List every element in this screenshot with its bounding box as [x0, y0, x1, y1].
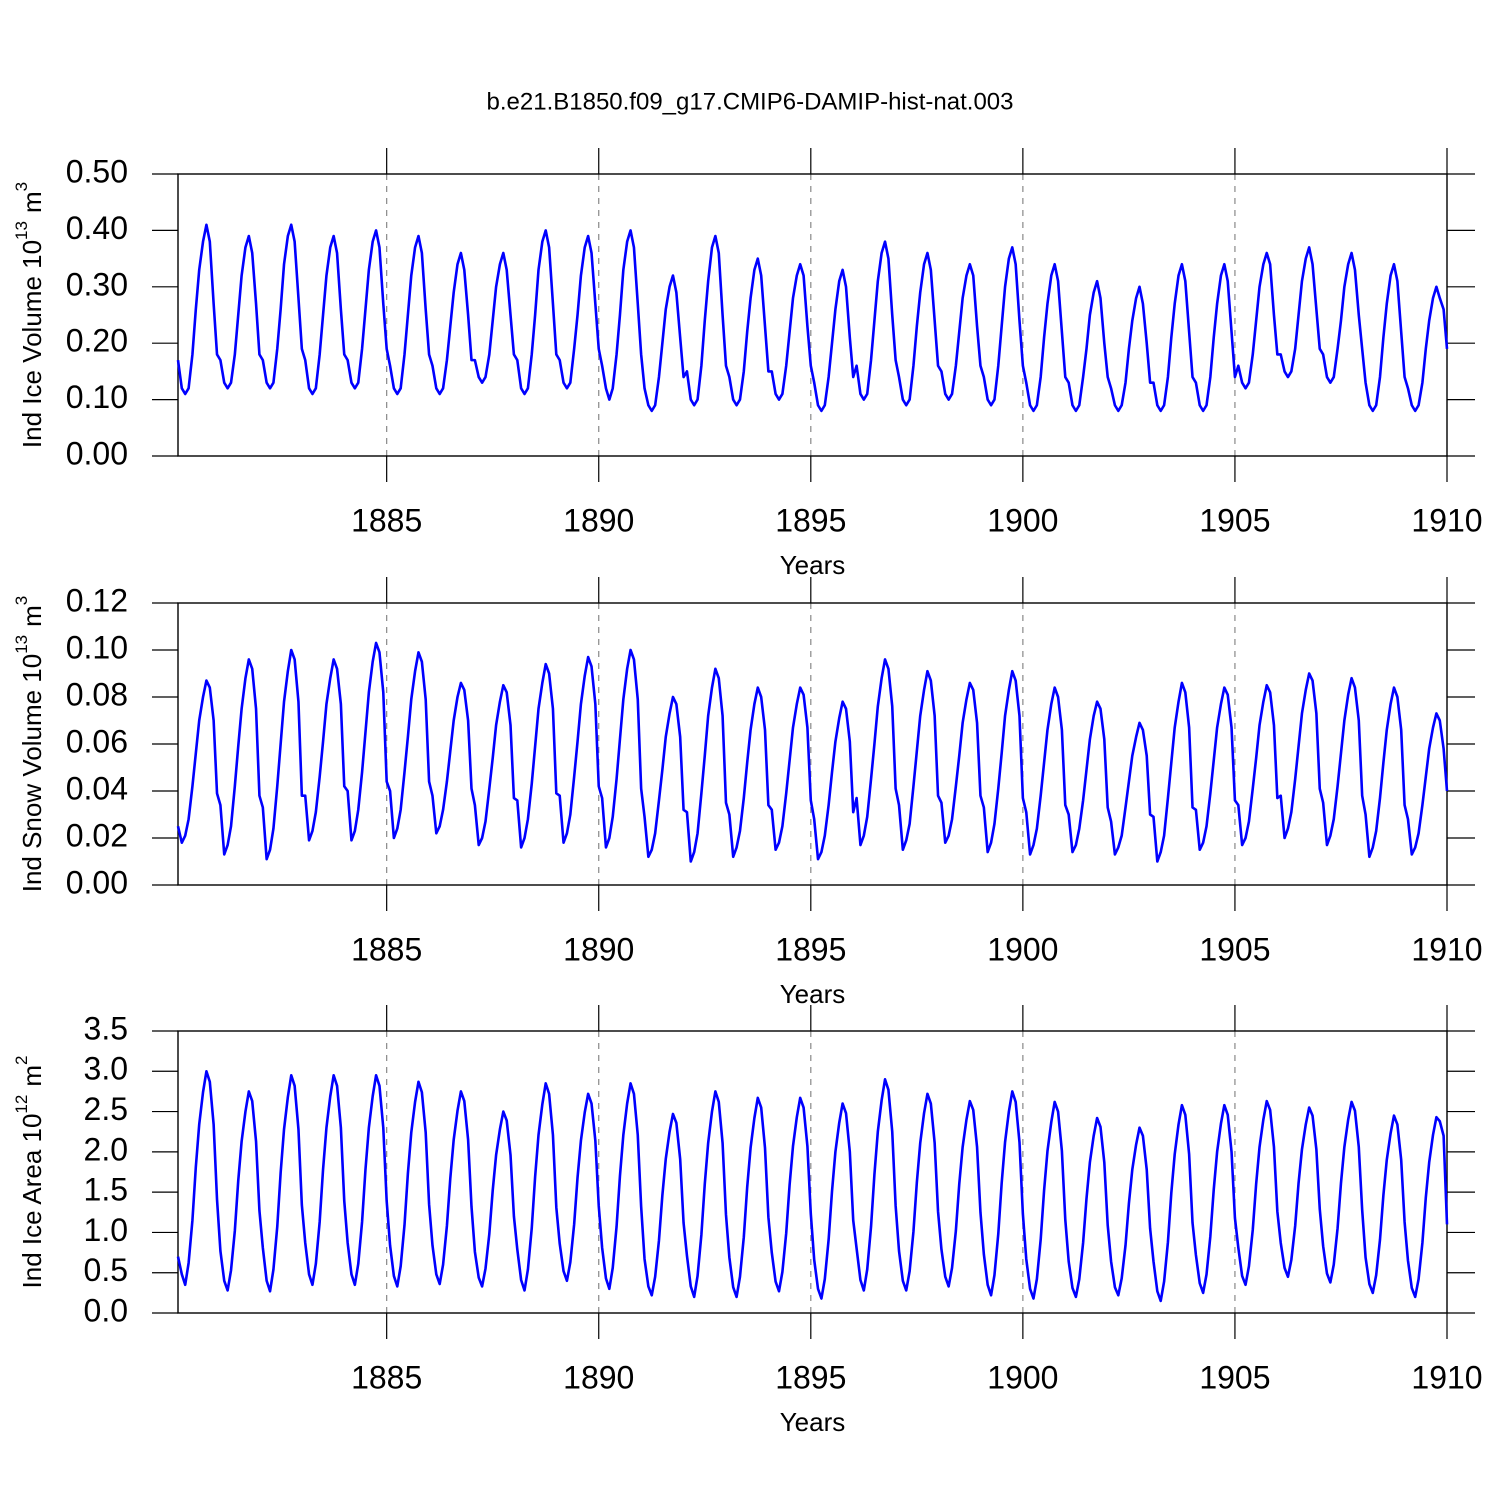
x-tick-label: 1895	[775, 931, 846, 967]
x-tick-label: 1895	[775, 502, 846, 538]
y-tick-label: 3.5	[84, 1010, 128, 1046]
x-tick-label: 1905	[1199, 931, 1270, 967]
y-axis-label-unit: m	[17, 191, 47, 213]
x-tick-label: 1900	[987, 931, 1058, 967]
y-tick-label: 0.02	[66, 817, 128, 853]
y-tick-label: 0.08	[66, 676, 128, 712]
data-line	[176, 641, 1449, 863]
x-tick-label: 1885	[351, 502, 422, 538]
x-tick-label: 1905	[1199, 502, 1270, 538]
y-axis-label-unit-exponent: 3	[12, 596, 31, 605]
y-axis-label: Ind Ice Area 1012 m2	[12, 1056, 46, 1289]
x-tick-label: 1905	[1199, 1359, 1270, 1395]
y-axis-label-text: Ind Snow Volume 10	[17, 654, 47, 893]
x-tick-label: 1910	[1411, 931, 1482, 967]
y-axis-label-unit-exponent: 3	[12, 182, 31, 191]
data-line	[176, 223, 1449, 413]
y-tick-label: 0.12	[66, 582, 128, 618]
y-tick-label: 0.0	[84, 1292, 128, 1328]
figure-title: b.e21.B1850.f09_g17.CMIP6-DAMIP-hist-nat…	[487, 88, 1014, 115]
y-axis-label-unit-exponent: 2	[12, 1056, 31, 1065]
y-tick-label: 0.5	[84, 1252, 128, 1288]
y-tick-label: 0.00	[66, 435, 128, 471]
x-axis-label: Years	[780, 550, 846, 580]
y-axis-label: Ind Ice Volume 1013 m3	[12, 182, 46, 448]
x-axis-label: Years	[780, 979, 846, 1009]
y-axis-label-exponent: 13	[12, 221, 31, 240]
y-tick-label: 2.5	[84, 1091, 128, 1127]
x-tick-label: 1885	[351, 931, 422, 967]
y-tick-label: 2.0	[84, 1131, 128, 1167]
y-tick-label: 0.06	[66, 723, 128, 759]
y-tick-label: 0.40	[66, 210, 128, 246]
y-axis-label-exponent: 12	[12, 1095, 31, 1114]
x-tick-label: 1885	[351, 1359, 422, 1395]
y-tick-label: 0.30	[66, 266, 128, 302]
x-tick-label: 1890	[563, 931, 634, 967]
y-tick-label: 0.10	[66, 379, 128, 415]
x-tick-label: 1895	[775, 1359, 846, 1395]
y-axis-label-text: Ind Ice Volume 10	[17, 240, 47, 448]
y-axis-label-unit: m	[17, 605, 47, 627]
x-tick-label: 1910	[1411, 1359, 1482, 1395]
y-axis-label-text: Ind Ice Area 10	[17, 1114, 47, 1289]
plot-frame	[177, 173, 1448, 457]
x-tick-label: 1890	[563, 502, 634, 538]
x-tick-label: 1900	[987, 502, 1058, 538]
y-tick-label: 0.20	[66, 323, 128, 359]
y-axis-label: Ind Snow Volume 1013 m3	[12, 596, 46, 893]
y-tick-label: 0.10	[66, 629, 128, 665]
plot-frame	[177, 1030, 1448, 1314]
y-tick-label: 1.0	[84, 1212, 128, 1248]
y-tick-label: 0.04	[66, 770, 128, 806]
plot-frame	[177, 602, 1448, 886]
y-tick-label: 1.5	[84, 1172, 128, 1208]
x-tick-label: 1910	[1411, 502, 1482, 538]
y-tick-label: 0.00	[66, 864, 128, 900]
x-tick-label: 1900	[987, 1359, 1058, 1395]
y-axis-label-exponent: 13	[12, 635, 31, 654]
y-axis-label-unit: m	[17, 1065, 47, 1087]
data-line	[176, 1069, 1449, 1303]
y-tick-label: 0.50	[66, 153, 128, 189]
x-tick-label: 1890	[563, 1359, 634, 1395]
x-axis-label: Years	[780, 1407, 846, 1437]
y-tick-label: 3.0	[84, 1051, 128, 1087]
